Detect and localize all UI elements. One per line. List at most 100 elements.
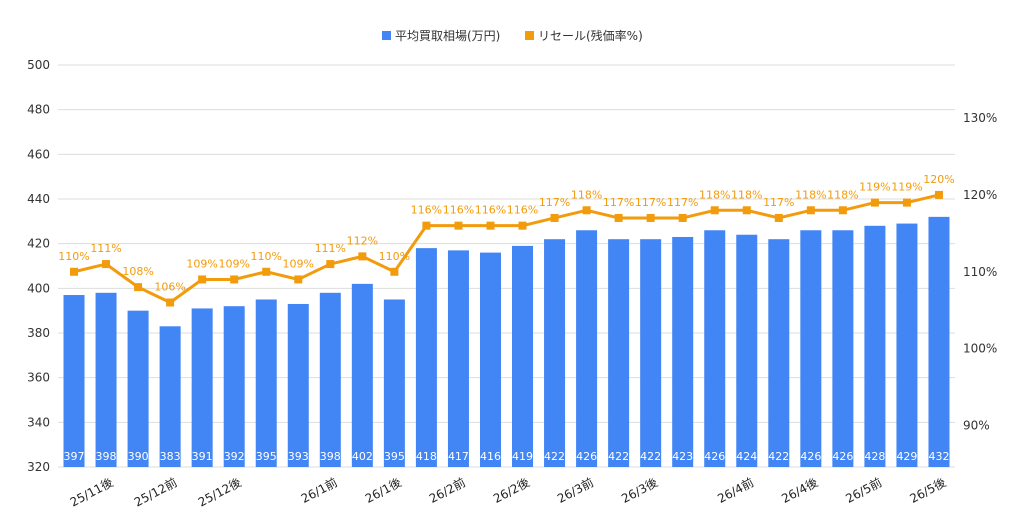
bar-value-label: 422 [640,450,661,463]
bar-value-label: 422 [768,450,789,463]
x-tick-label: 26/1後 [363,475,404,506]
bar-value-label: 398 [96,450,117,463]
bar [896,223,918,467]
y-left-tick-label: 500 [27,58,50,72]
bar-value-label: 422 [544,450,565,463]
bar-series [63,216,950,467]
y-left-tick-label: 400 [27,281,50,295]
bar [383,299,405,467]
line-point [294,275,303,284]
line-point [390,267,399,276]
y-right-tick-label: 110% [963,265,997,279]
bar [512,245,534,467]
line-value-label: 117% [635,196,666,209]
y-left-tick-label: 420 [27,237,50,251]
line-value-label: 116% [475,204,506,217]
bar-value-label: 426 [832,450,853,463]
line-point [550,213,559,222]
bar [447,250,469,467]
line-path [73,193,940,305]
line-value-label: 118% [731,188,762,201]
line-point [582,206,591,215]
line-data-labels: 110%111%108%106%109% 109%110%109%111%112%… [58,173,954,294]
line-point [518,221,527,230]
bar [223,306,245,467]
line-value-label: 116% [507,204,538,217]
line-series [70,190,943,307]
line-value-label: 111% [90,242,121,255]
line-value-label: 117% [667,196,698,209]
line-value-label: 118% [571,188,602,201]
line-value-label: 109% [283,257,314,270]
line-point [870,198,879,207]
bar-value-label: 426 [704,450,725,463]
bar [608,239,630,467]
bar [95,292,117,467]
x-tick-label: 26/4前 [715,474,756,506]
bar-value-label: 429 [896,450,917,463]
y-left-tick-label: 340 [27,415,50,429]
line-point [742,206,751,215]
line-value-label: 112% [347,234,378,247]
line-point [934,190,943,199]
bar-value-label: 395 [256,450,277,463]
y-right-tick-label: 90% [963,418,990,432]
bar-value-label: 402 [352,450,373,463]
x-tick-label: 25/11後 [68,475,116,509]
bar-value-label: 426 [576,450,597,463]
bar-value-label: 383 [160,450,181,463]
line-point [774,213,783,222]
line-point [230,275,239,284]
bar [63,295,85,467]
bar-data-labels: 397 398 390 383 391 392 395 393 398 402 395 418 417 4… [64,450,950,463]
bar [191,308,213,467]
y-left-tick-label: 440 [27,192,50,206]
bar [351,283,373,467]
bar [832,230,854,467]
bar [640,239,662,467]
bar-value-label: 392 [224,450,245,463]
bar [800,230,822,467]
bar-value-label: 432 [928,450,949,463]
line-point [166,298,175,307]
line-point [454,221,463,230]
line-value-label: 110% [379,250,410,263]
bar-value-label: 398 [320,450,341,463]
x-tick-label: 26/2前 [426,474,467,506]
x-tick-label: 26/3後 [619,475,660,506]
y-left-tick-label: 480 [27,103,50,117]
bar [672,236,694,467]
line-point [710,206,719,215]
bar-value-label: 416 [480,450,501,463]
bar-value-label: 428 [864,450,885,463]
bar [928,216,950,467]
line-value-label: 118% [827,188,858,201]
line-value-label: 120% [923,173,954,186]
line-value-label: 116% [443,204,474,217]
line-value-label: 117% [603,196,634,209]
x-tick-label: 25/12前 [131,474,179,509]
y-right-tick-label: 100% [963,342,997,356]
y-left-tick-label: 360 [27,371,50,385]
bar-value-label: 418 [416,450,437,463]
line-value-label: 116% [411,204,442,217]
line-point [806,206,815,215]
bar [287,303,309,467]
bar [127,310,149,467]
bar-value-label: 417 [448,450,469,463]
bar-value-label: 422 [608,450,629,463]
x-tick-label: 26/2後 [491,475,532,506]
line-point [102,260,111,269]
x-tick-label: 25/12後 [196,475,244,509]
legend-bar-label: 平均買取相場(万円) [395,29,500,43]
x-tick-label: 26/5前 [843,474,884,506]
line-point [838,206,847,215]
line-point [678,213,687,222]
line-value-label: 106% [154,281,185,294]
line-point [262,267,271,276]
line-point [134,283,143,292]
line-value-label: 108% [122,265,153,278]
legend-bar-swatch [382,31,391,40]
bar [768,239,790,467]
